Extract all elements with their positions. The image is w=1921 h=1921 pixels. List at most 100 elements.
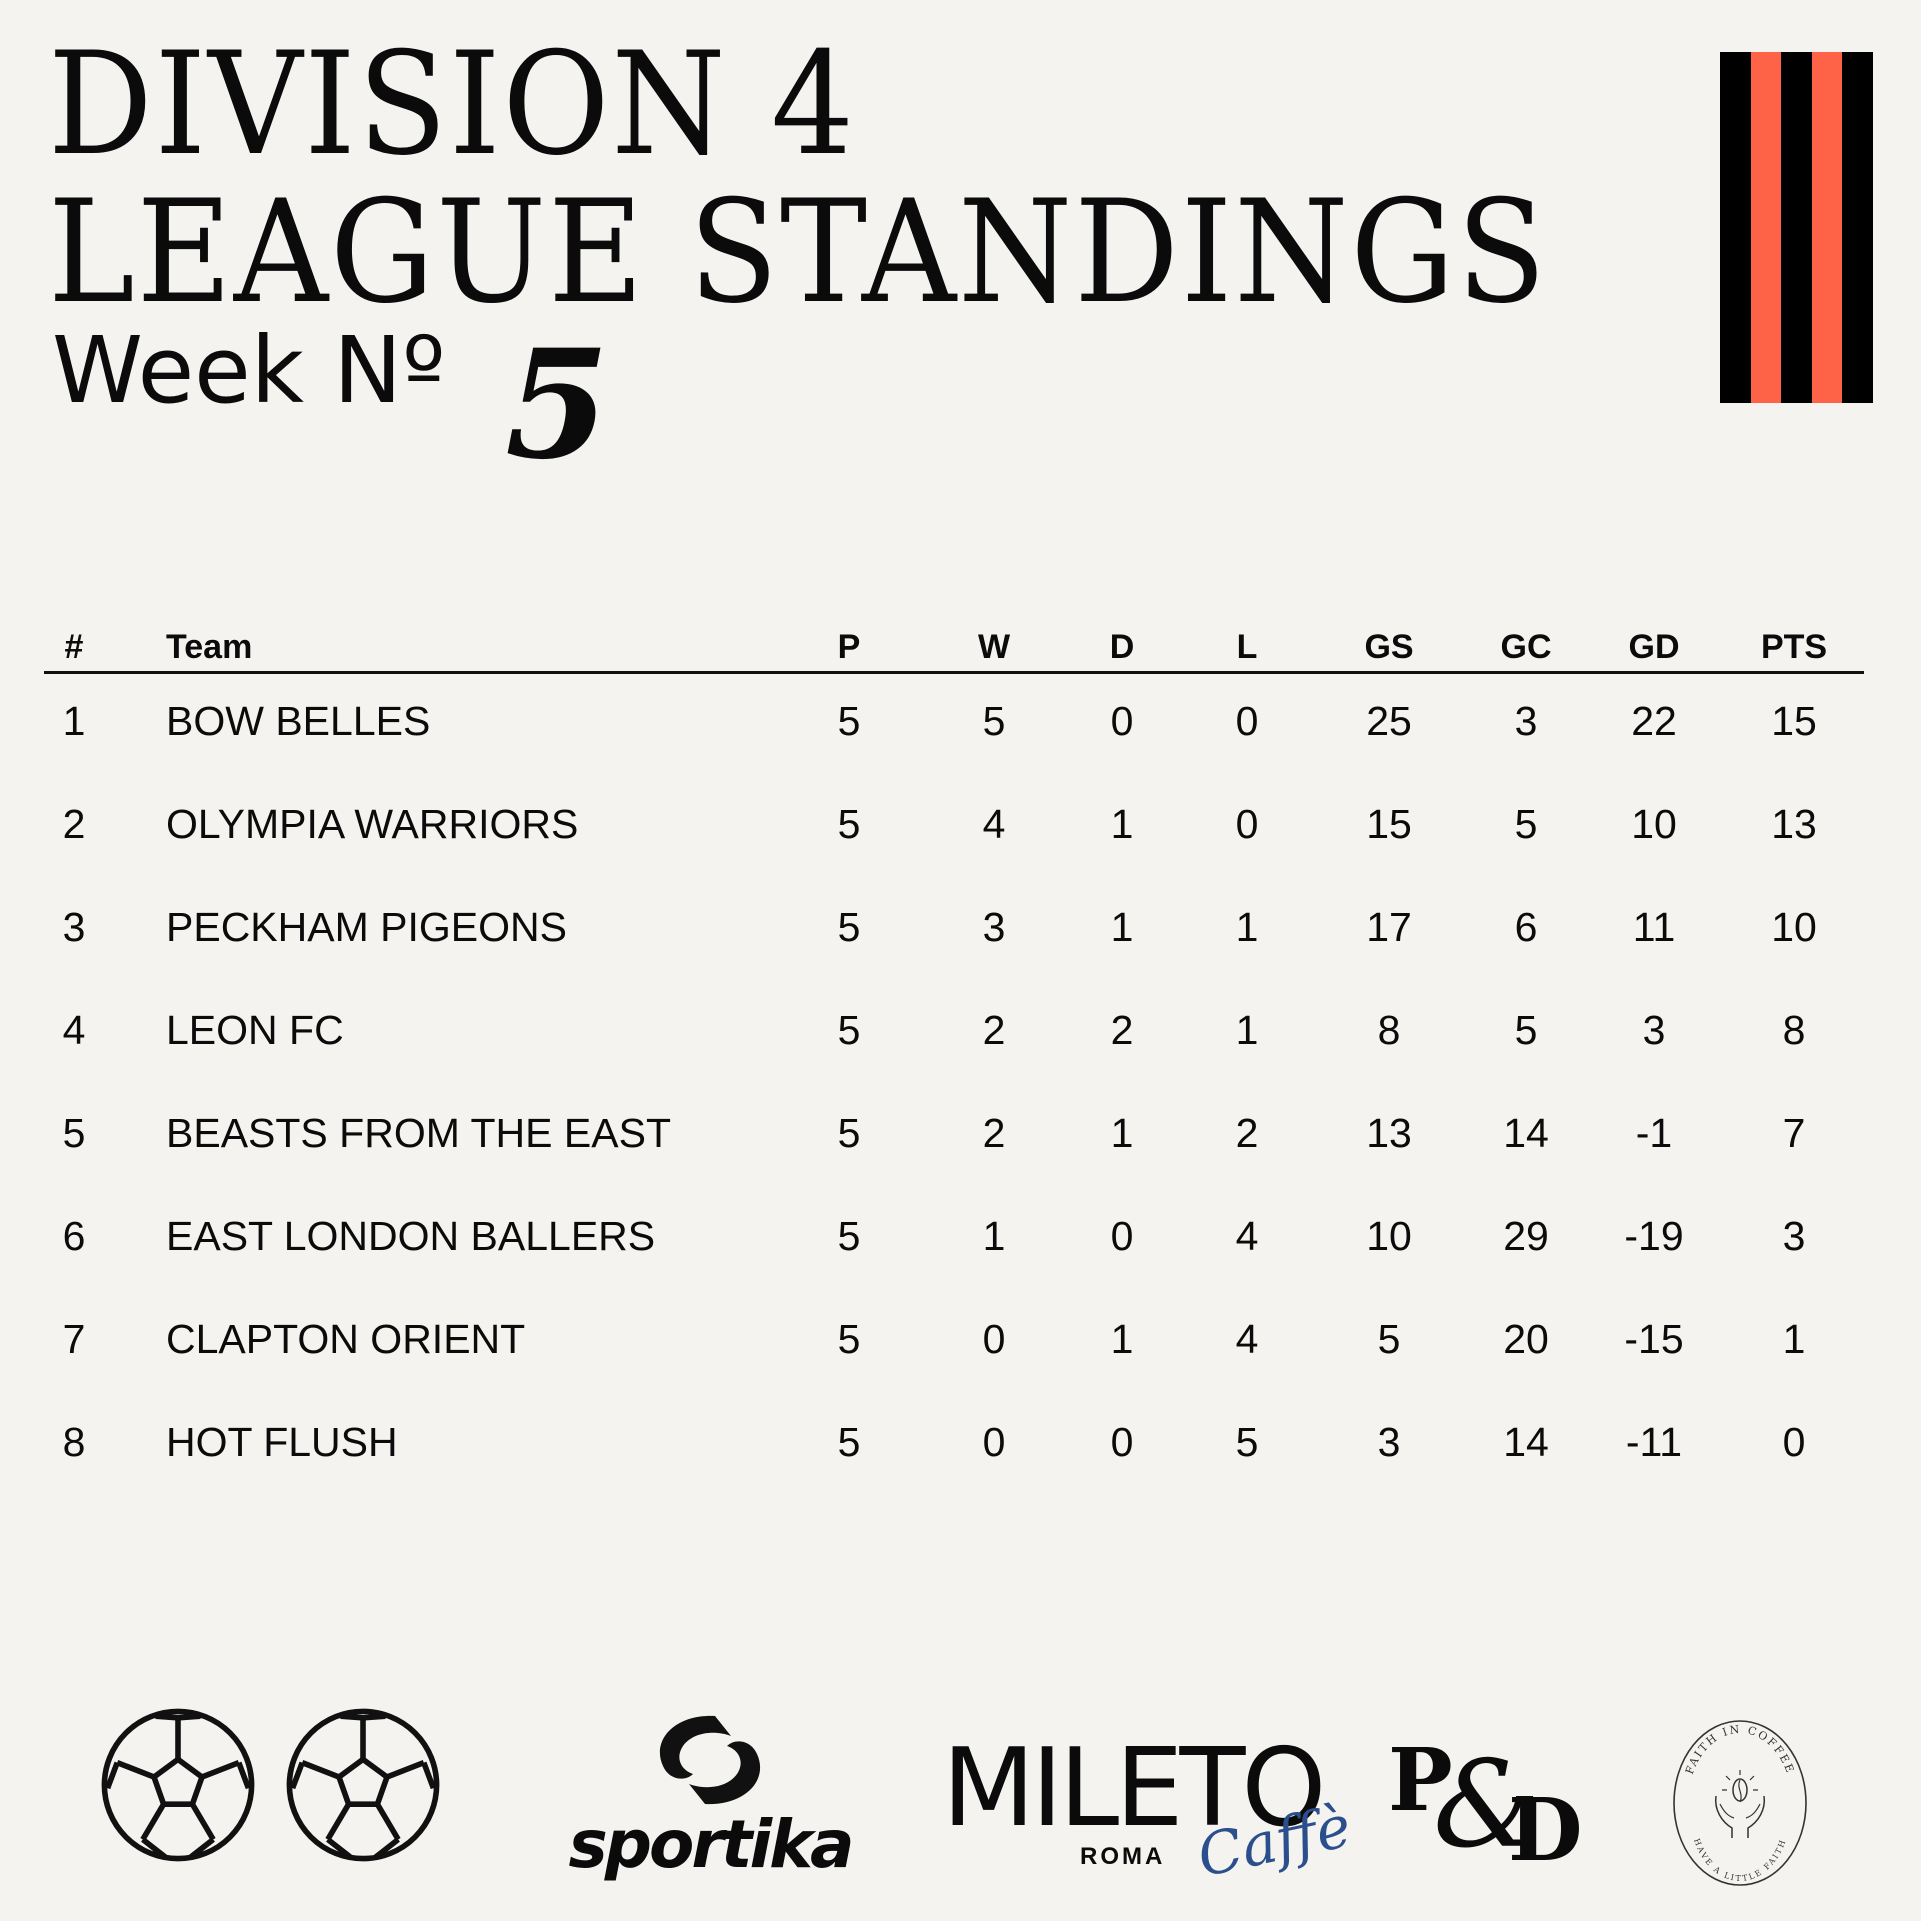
cell-goals-conceded: 3	[1514, 697, 1538, 744]
cell-drawn: 0	[1110, 697, 1134, 744]
soccer-ball-icon	[286, 1708, 440, 1862]
cell-goal-difference: 11	[1632, 903, 1676, 950]
cell-rank: 6	[62, 1212, 86, 1259]
soccer-ball-icon	[101, 1708, 255, 1862]
table-row: 6 EAST LONDON BALLERS 5 1 0 4 10 29 -19 3	[44, 1196, 1864, 1276]
cell-lost: 0	[1235, 697, 1259, 744]
sportika-swoosh-icon	[659, 1715, 761, 1805]
cell-points: 13	[1771, 800, 1817, 847]
week-number: 5	[505, 317, 610, 493]
cell-goals-scored: 3	[1377, 1418, 1401, 1465]
title-line-1: DIVISION 4	[48, 22, 856, 187]
cell-won: 2	[982, 1006, 1006, 1053]
cell-won: 5	[982, 697, 1006, 744]
table-row: 2 OLYMPIA WARRIORS 5 4 1 0 15 5 10 13	[44, 784, 1864, 864]
cell-goals-scored: 10	[1366, 1212, 1412, 1259]
cell-goals-scored: 8	[1377, 1006, 1401, 1053]
cell-team: CLAPTON ORIENT	[166, 1315, 526, 1362]
cell-team: HOT FLUSH	[166, 1418, 398, 1465]
cell-won: 4	[982, 800, 1006, 847]
cell-lost: 4	[1235, 1212, 1259, 1259]
cell-team: OLYMPIA WARRIORS	[166, 800, 579, 847]
cell-team: BOW BELLES	[166, 697, 431, 744]
cell-drawn: 1	[1110, 1315, 1134, 1362]
cell-points: 0	[1782, 1418, 1806, 1465]
cell-points: 10	[1771, 903, 1817, 950]
table-row: 1 BOW BELLES 5 5 0 0 25 3 22 15	[44, 681, 1864, 761]
cell-goals-conceded: 29	[1503, 1212, 1549, 1259]
cell-drawn: 0	[1110, 1418, 1134, 1465]
cell-played: 5	[837, 1006, 861, 1053]
cell-played: 5	[837, 1315, 861, 1362]
cell-goals-scored: 17	[1366, 903, 1412, 950]
cell-goals-scored: 5	[1377, 1315, 1401, 1362]
cell-won: 2	[982, 1109, 1006, 1156]
cell-drawn: 1	[1110, 1109, 1134, 1156]
column-header-played: P	[837, 628, 861, 666]
title-line-2: LEAGUE STANDINGS	[48, 170, 1548, 335]
column-header-rank: #	[64, 628, 84, 666]
pd-logo: P & D	[1388, 1738, 1593, 1878]
faith-top-text: FAITH IN COFFEE	[1683, 1723, 1795, 1776]
column-header-lost: L	[1236, 628, 1258, 666]
column-header-goals-conceded: GC	[1500, 628, 1552, 666]
cell-goal-difference: 22	[1631, 697, 1677, 744]
cell-rank: 7	[62, 1315, 86, 1362]
cell-goals-scored: 15	[1366, 800, 1412, 847]
cell-goal-difference: 10	[1631, 800, 1677, 847]
cell-rank: 4	[62, 1006, 86, 1053]
cell-rank: 1	[62, 697, 86, 744]
cell-won: 1	[982, 1212, 1006, 1259]
faith-bottom-text: HAVE A LITTLE FAITH	[1692, 1837, 1786, 1883]
cell-drawn: 2	[1110, 1006, 1134, 1053]
cell-won: 3	[982, 903, 1006, 950]
pd-letter-p: P	[1388, 1730, 1453, 1831]
column-header-team: Team	[166, 628, 253, 666]
column-header-goal-difference: GD	[1628, 628, 1680, 666]
cell-team: EAST LONDON BALLERS	[166, 1212, 656, 1259]
cell-points: 8	[1782, 1006, 1806, 1053]
cell-played: 5	[837, 1418, 861, 1465]
mileto-logo: MILETO ROMA Caffè	[942, 1726, 1357, 1891]
flag-stripe	[1750, 52, 1782, 403]
svg-text:FAITH IN COFFEE: FAITH IN COFFEE	[1683, 1723, 1797, 1776]
column-header-won: W	[977, 628, 1011, 666]
flag-stripe	[1781, 52, 1812, 403]
cell-played: 5	[837, 800, 861, 847]
cell-goals-conceded: 5	[1514, 800, 1538, 847]
cell-played: 5	[837, 1212, 861, 1259]
mileto-wordmark: MILETO	[942, 1726, 1326, 1851]
striped-flag	[1720, 52, 1873, 403]
cell-goal-difference: -19	[1624, 1212, 1684, 1259]
cell-goals-scored: 25	[1366, 697, 1412, 744]
sportika-logo: sportika	[545, 1710, 875, 1890]
cell-played: 5	[837, 697, 861, 744]
cell-rank: 8	[62, 1418, 86, 1465]
cell-drawn: 0	[1110, 1212, 1134, 1259]
cell-goals-conceded: 5	[1514, 1006, 1538, 1053]
pd-letter-d: D	[1508, 1780, 1583, 1881]
sportika-wordmark: sportika	[568, 1806, 854, 1883]
cell-points: 3	[1782, 1212, 1806, 1259]
cell-goal-difference: -1	[1635, 1109, 1673, 1156]
cell-drawn: 1	[1110, 903, 1134, 950]
cell-lost: 4	[1235, 1315, 1259, 1362]
column-header-points: PTS	[1760, 628, 1828, 666]
cell-won: 0	[982, 1315, 1006, 1362]
cell-lost: 0	[1235, 800, 1259, 847]
cell-rank: 3	[62, 903, 86, 950]
cell-points: 1	[1782, 1315, 1806, 1362]
pd-ampersand: &	[1433, 1736, 1540, 1875]
mileto-city: ROMA	[1080, 1843, 1166, 1870]
cell-drawn: 1	[1110, 800, 1134, 847]
flag-stripe	[1842, 52, 1873, 403]
cell-goals-scored: 13	[1366, 1109, 1412, 1156]
cell-played: 5	[837, 903, 861, 950]
cell-points: 15	[1771, 697, 1817, 744]
cell-team: PECKHAM PIGEONS	[166, 903, 567, 950]
cell-rank: 5	[62, 1109, 86, 1156]
cell-goals-conceded: 20	[1503, 1315, 1549, 1362]
column-header-goals-scored: GS	[1364, 628, 1414, 666]
table-row: 3 PECKHAM PIGEONS 5 3 1 1 17 6 11 10	[44, 887, 1864, 967]
table-row: 8 HOT FLUSH 5 0 0 5 3 14 -11 0	[44, 1402, 1864, 1482]
